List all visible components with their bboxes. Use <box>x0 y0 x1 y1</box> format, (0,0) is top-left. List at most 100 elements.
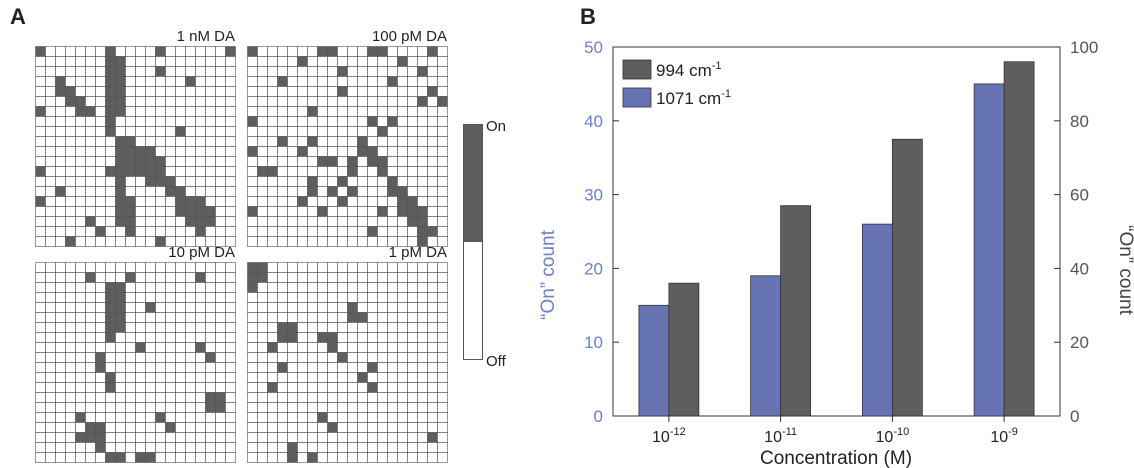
grid-cell-off <box>247 166 258 177</box>
grid-cell-on <box>115 86 126 97</box>
grid-cell-off <box>85 452 96 463</box>
grid-cell-off <box>357 166 368 177</box>
grid-cell-off <box>65 262 76 273</box>
grid-cell-off <box>377 282 388 293</box>
grid-cell-off <box>267 352 278 363</box>
grid-cell-off <box>367 56 378 67</box>
grid-cell-off <box>267 372 278 383</box>
grid-cell-off <box>135 56 146 67</box>
grid-cell-off <box>297 106 308 117</box>
grid-1pm <box>247 262 448 463</box>
grid-cell-off <box>215 186 226 197</box>
grid-cell-off <box>175 442 186 453</box>
grid-cell-off <box>185 176 196 187</box>
grid-cell-off <box>45 402 56 413</box>
grid-cell-off <box>155 422 166 433</box>
grid-cell-on <box>247 46 258 57</box>
grid-cell-off <box>307 86 318 97</box>
x-axis-label: Concentration (M) <box>760 448 912 468</box>
grid-cell-off <box>317 176 328 187</box>
grid-cell-off <box>247 372 258 383</box>
grid-cell-off <box>145 372 156 383</box>
grid-cell-off <box>55 352 66 363</box>
grid-cell-off <box>175 96 186 107</box>
grid-cell-off <box>75 372 86 383</box>
grid-cell-off <box>307 96 318 107</box>
grid-cell-off <box>185 442 196 453</box>
grid-cell-off <box>317 56 328 67</box>
grid-cell-off <box>247 312 258 323</box>
grid-cell-off <box>45 452 56 463</box>
grid-cell-off <box>337 332 348 343</box>
grid-cell-off <box>377 56 388 67</box>
grid-cell-off <box>205 86 216 97</box>
grid-cell-off <box>175 412 186 423</box>
bar-994 <box>1003 61 1035 417</box>
grid-cell-off <box>215 412 226 423</box>
grid-cell-off <box>55 156 66 167</box>
grid-cell-off <box>287 126 298 137</box>
grid-cell-off <box>337 362 348 373</box>
grid-cell-off <box>155 56 166 67</box>
grid-cell-off <box>225 402 236 413</box>
grid-cell-off <box>317 402 328 413</box>
grid-cell-off <box>85 302 96 313</box>
grid-cell-off <box>257 382 268 393</box>
grid-cell-off <box>65 452 76 463</box>
grid-cell-off <box>225 412 236 423</box>
grid-cell-off <box>257 206 268 217</box>
grid-cell-off <box>35 262 46 273</box>
grid-cell-off <box>175 56 186 67</box>
grid-cell-off <box>175 362 186 373</box>
grid-cell-off <box>337 166 348 177</box>
grid-cell-off <box>175 292 186 303</box>
grid-cell-off <box>317 442 328 453</box>
grid-cell-off <box>287 156 298 167</box>
grid-cell-off <box>145 402 156 413</box>
grid-cell-on <box>75 432 86 443</box>
grid-cell-off <box>407 56 418 67</box>
grid-cell-off <box>427 146 438 157</box>
grid-cell-off <box>357 216 368 227</box>
grid-cell-off <box>347 46 358 57</box>
grid-cell-off <box>337 46 348 57</box>
grid-cell-off <box>225 382 236 393</box>
grid-cell-off <box>225 86 236 97</box>
grid-cell-off <box>225 342 236 353</box>
grid-cell-off <box>437 166 448 177</box>
grid-cell-on <box>327 156 338 167</box>
grid-cell-off <box>407 226 418 237</box>
grid-cell-off <box>277 146 288 157</box>
grid-cell-off <box>267 66 278 77</box>
grid-cell-on <box>337 352 348 363</box>
grid-cell-off <box>267 432 278 443</box>
grid-cell-off <box>165 362 176 373</box>
grid-cell-off <box>387 196 398 207</box>
grid-cell-off <box>357 226 368 237</box>
grid-cell-off <box>427 216 438 227</box>
grid-cell-off <box>427 382 438 393</box>
grid-cell-off <box>35 322 46 333</box>
grid-cell-off <box>257 116 268 127</box>
grid-cell-off <box>225 196 236 207</box>
grid-cell-off <box>427 196 438 207</box>
grid-cell-off <box>387 342 398 353</box>
grid-cell-off <box>277 106 288 117</box>
grid-cell-off <box>427 332 438 343</box>
grid-cell-off <box>105 402 116 413</box>
grid-cell-on <box>135 452 146 463</box>
grid-cell-off <box>195 86 206 97</box>
grid-cell-off <box>205 56 216 67</box>
grid-cell-off <box>215 342 226 353</box>
grid-cell-off <box>327 452 338 463</box>
grid-cell-on <box>277 322 288 333</box>
grid-cell-off <box>387 136 398 147</box>
grid-cell-off <box>437 86 448 97</box>
grid-cell-off <box>367 136 378 147</box>
grid-cell-off <box>205 382 216 393</box>
grid-cell-off <box>397 96 408 107</box>
grid-cell-on <box>225 46 236 57</box>
grid-cell-off <box>437 292 448 303</box>
grid-cell-off <box>175 432 186 443</box>
grid-cell-on <box>367 146 378 157</box>
